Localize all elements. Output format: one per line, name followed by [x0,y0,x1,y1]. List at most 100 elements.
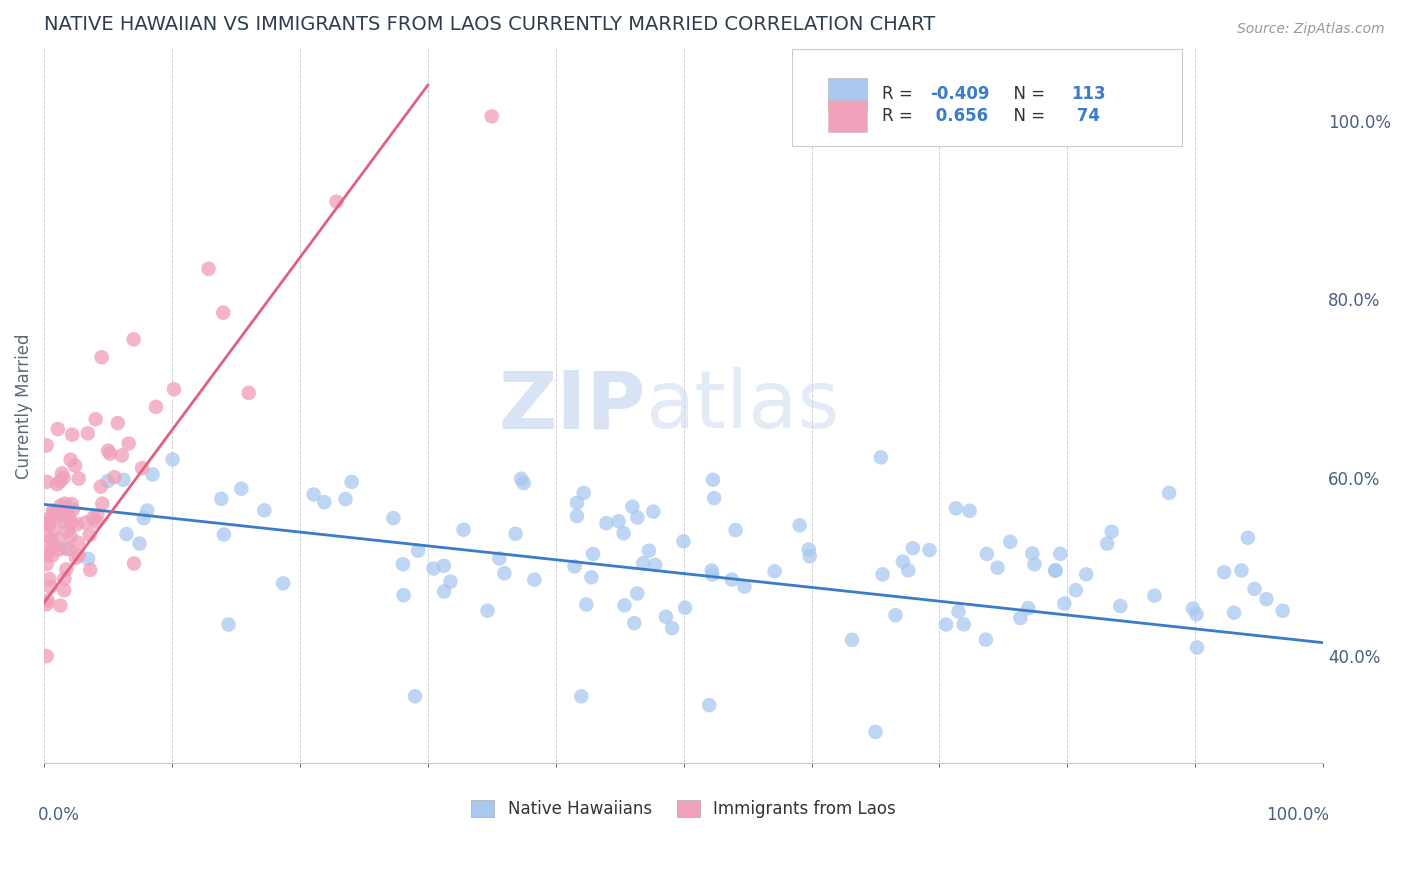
Point [44,522,66,536]
Point [974,632,997,647]
Point [60,516,83,531]
Point [799,549,821,564]
Point [212,305,235,319]
Point [392,588,415,602]
Point [872,567,894,582]
Point [335,492,357,507]
Text: 74: 74 [1071,107,1099,125]
Point [46,422,69,436]
Point [53,497,76,511]
Point [673,600,696,615]
Point [453,523,475,537]
Point [1043,564,1066,578]
Point [897,563,920,577]
Point [422,561,444,575]
Point [131,461,153,475]
Point [1185,607,1208,622]
FancyBboxPatch shape [793,49,1182,145]
Point [217,617,239,632]
Point [404,690,426,704]
Point [42,506,65,520]
Point [1045,563,1067,577]
Point [439,574,461,589]
Point [75,516,97,530]
Text: 100.0%: 100.0% [1267,806,1330,824]
Point [118,436,141,450]
Text: R =: R = [882,107,918,125]
Point [1223,606,1246,620]
Point [721,573,744,587]
Point [41,549,63,563]
Point [90,350,112,364]
Point [891,555,914,569]
Point [60,427,83,442]
Point [1053,597,1076,611]
Point [1109,599,1132,613]
Point [49,599,72,613]
Point [35,548,58,562]
Point [39,580,62,594]
Text: N =: N = [1004,107,1050,125]
Bar [828,100,866,132]
Point [613,526,636,541]
Point [595,516,617,531]
Point [58,510,80,524]
Point [481,109,503,123]
Point [302,487,325,501]
Point [700,564,723,578]
Point [53,515,76,529]
Text: -0.409: -0.409 [931,85,990,103]
Point [48,509,70,524]
Point [998,534,1021,549]
Text: 113: 113 [1071,85,1105,103]
Point [76,426,98,441]
Point [948,604,970,618]
Point [392,557,415,571]
Point [63,458,86,473]
Point [51,467,73,481]
Point [231,482,253,496]
Point [42,503,65,517]
Point [406,543,429,558]
Point [565,509,588,524]
Point [626,510,648,524]
Point [488,551,510,566]
Point [494,566,516,580]
Point [945,501,967,516]
Point [325,194,347,209]
Point [128,536,150,550]
Point [959,504,981,518]
Point [697,698,720,713]
Point [107,416,129,430]
Point [901,541,924,556]
Point [582,547,605,561]
Point [1076,567,1098,582]
Point [163,382,186,396]
Point [46,532,69,546]
Point [763,565,786,579]
Point [1143,589,1166,603]
Point [97,443,120,458]
Point [122,332,145,346]
Point [97,474,120,488]
Point [35,597,58,611]
Point [141,467,163,482]
Point [433,558,456,573]
Point [38,512,60,526]
Point [98,447,121,461]
Point [512,476,534,491]
Point [623,616,645,631]
Point [112,473,135,487]
Point [976,547,998,561]
Point [797,542,820,557]
Point [1064,583,1087,598]
Point [1017,601,1039,615]
Point [62,502,84,516]
Point [477,604,499,618]
Point [52,471,75,485]
Point [103,470,125,484]
Point [46,477,69,491]
Text: NATIVE HAWAIIAN VS IMMIGRANTS FROM LAOS CURRENTLY MARRIED CORRELATION CHART: NATIVE HAWAIIAN VS IMMIGRANTS FROM LAOS … [44,15,935,34]
Point [433,584,456,599]
Point [44,508,66,522]
